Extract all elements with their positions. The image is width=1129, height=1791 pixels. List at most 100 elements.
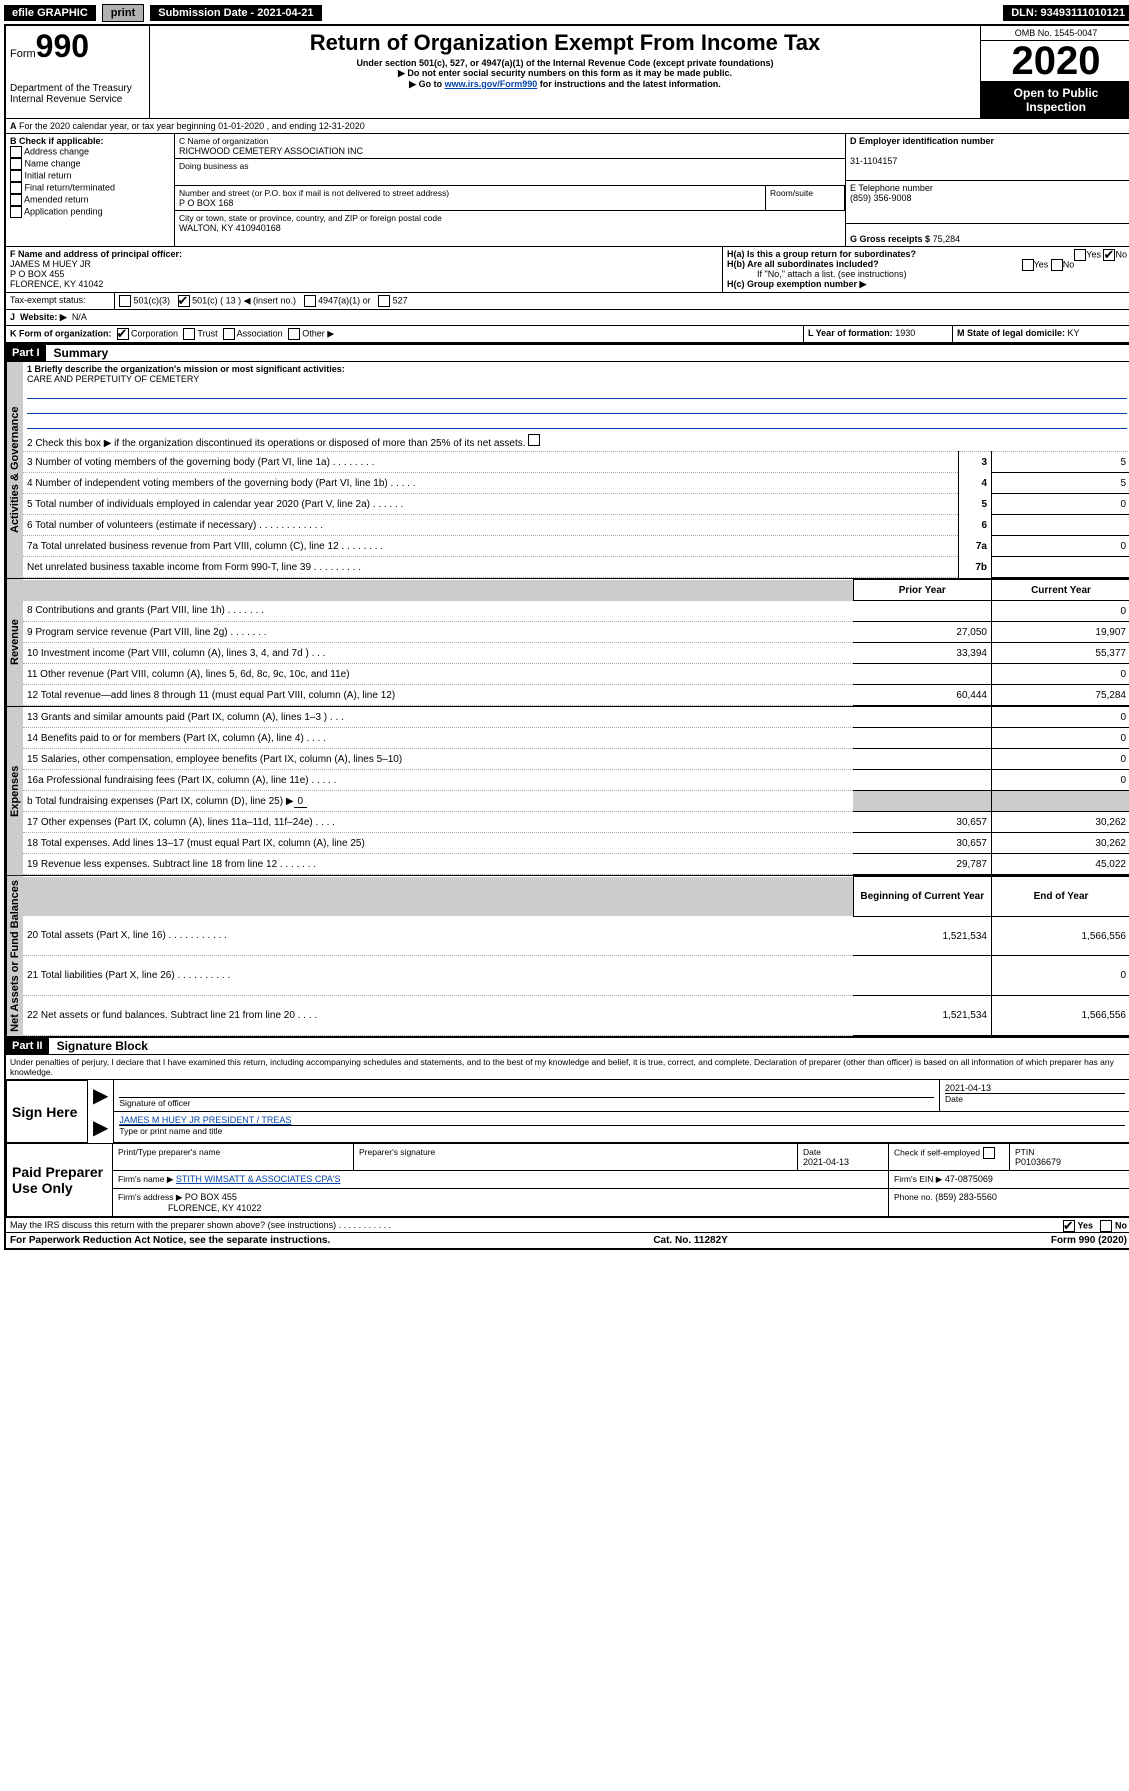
p13 bbox=[853, 707, 992, 728]
opt-pending: Application pending bbox=[24, 206, 103, 216]
check-discontinued[interactable] bbox=[528, 434, 540, 446]
note-ssn: ▶ Do not enter social security numbers o… bbox=[154, 68, 976, 79]
l16b-text: b Total fundraising expenses (Part IX, c… bbox=[27, 796, 294, 807]
c16b bbox=[992, 791, 1129, 812]
c14: 0 bbox=[992, 728, 1129, 749]
irs-link[interactable]: www.irs.gov/Form990 bbox=[445, 79, 538, 89]
p21 bbox=[853, 956, 992, 996]
website-row: J Website: ▶ N/A bbox=[6, 310, 1129, 326]
opt-assoc: Association bbox=[237, 328, 283, 338]
tax-exempt-row: Tax-exempt status: 501(c)(3) 501(c) ( 13… bbox=[6, 293, 1129, 310]
p12: 60,444 bbox=[853, 685, 992, 706]
paid-preparer-block: Paid Preparer Use Only Print/Type prepar… bbox=[6, 1143, 1129, 1217]
l1-value: CARE AND PERPETUITY OF CEMETERY bbox=[27, 374, 199, 384]
opt-527: 527 bbox=[393, 295, 408, 305]
klm-row: K Form of organization: Corporation Trus… bbox=[6, 326, 1129, 343]
website-label: Website: ▶ bbox=[20, 312, 67, 322]
phone-value: (859) 356-9008 bbox=[850, 193, 912, 203]
prep-date: 2021-04-13 bbox=[803, 1157, 849, 1167]
v3: 5 bbox=[992, 452, 1129, 473]
p19: 29,787 bbox=[853, 854, 992, 875]
l8: 8 Contributions and grants (Part VIII, l… bbox=[23, 601, 853, 622]
check-amended[interactable] bbox=[10, 194, 22, 206]
yes-text2: Yes bbox=[1034, 259, 1049, 269]
check-501c[interactable] bbox=[178, 295, 190, 307]
n7a: 7a bbox=[959, 536, 992, 557]
expenses-section: Expenses 13 Grants and similar amounts p… bbox=[6, 706, 1129, 875]
part2-tag: Part II bbox=[6, 1038, 49, 1054]
print-button[interactable]: print bbox=[102, 4, 144, 22]
firm-name[interactable]: STITH WIMSATT & ASSOCIATES CPA'S bbox=[176, 1174, 341, 1184]
year-form-val: 1930 bbox=[895, 328, 915, 338]
box-c: C Name of organization RICHWOOD CEMETERY… bbox=[175, 134, 845, 246]
ha-no[interactable] bbox=[1103, 249, 1115, 261]
check-527[interactable] bbox=[378, 295, 390, 307]
opt-initial: Initial return bbox=[25, 170, 72, 180]
c10: 55,377 bbox=[992, 643, 1129, 664]
l7a: 7a Total unrelated business revenue from… bbox=[23, 536, 959, 557]
v4: 5 bbox=[992, 473, 1129, 494]
tab-revenue: Revenue bbox=[6, 579, 23, 706]
form-990: 990 bbox=[36, 28, 89, 64]
check-pending[interactable] bbox=[10, 206, 22, 218]
check-corp[interactable] bbox=[117, 328, 129, 340]
l10: 10 Investment income (Part VIII, column … bbox=[23, 643, 853, 664]
l9: 9 Program service revenue (Part VIII, li… bbox=[23, 622, 853, 643]
line1: 1 Briefly describe the organization's mi… bbox=[23, 362, 1129, 431]
part2-header: Part II Signature Block bbox=[6, 1036, 1129, 1055]
hb-no[interactable] bbox=[1051, 259, 1063, 271]
firm-name-label: Firm's name ▶ bbox=[118, 1174, 173, 1184]
check-4947[interactable] bbox=[304, 295, 316, 307]
prep-name-hdr: Print/Type preparer's name bbox=[118, 1147, 220, 1157]
dln-badge: DLN: 93493111010121 bbox=[1003, 5, 1129, 21]
p16b bbox=[853, 791, 992, 812]
check-other[interactable] bbox=[288, 328, 300, 340]
firm-ein-label: Firm's EIN ▶ bbox=[894, 1174, 942, 1184]
p20: 1,521,534 bbox=[853, 916, 992, 956]
prep-date-hdr: Date bbox=[803, 1147, 821, 1157]
discuss-no[interactable] bbox=[1100, 1220, 1112, 1232]
l20: 20 Total assets (Part X, line 16) . . . … bbox=[23, 916, 853, 956]
check-final[interactable] bbox=[10, 182, 22, 194]
tab-governance: Activities & Governance bbox=[6, 362, 23, 578]
n7b: 7b bbox=[959, 557, 992, 578]
ha-yes[interactable] bbox=[1074, 249, 1086, 261]
tab-expenses: Expenses bbox=[6, 707, 23, 875]
name-label: C Name of organization bbox=[179, 136, 268, 146]
check-namechange[interactable] bbox=[10, 158, 22, 170]
v5: 0 bbox=[992, 494, 1129, 515]
form-subtitle: Under section 501(c), 527, or 4947(a)(1)… bbox=[154, 58, 976, 68]
discuss-row: May the IRS discuss this return with the… bbox=[6, 1217, 1129, 1232]
check-address[interactable] bbox=[10, 146, 22, 158]
check-trust[interactable] bbox=[183, 328, 195, 340]
form-container: Form990 Department of the Treasury Inter… bbox=[4, 24, 1129, 1250]
check-self-employed[interactable] bbox=[983, 1147, 995, 1159]
officer-addr: P O BOX 455 bbox=[10, 269, 64, 279]
hb-yes[interactable] bbox=[1022, 259, 1034, 271]
c19: 45,022 bbox=[992, 854, 1129, 875]
c9: 19,907 bbox=[992, 622, 1129, 643]
l2-text: 2 Check this box ▶ if the organization d… bbox=[27, 438, 526, 449]
box-defg: D Employer identification number 31-1104… bbox=[845, 134, 1129, 246]
l7b: Net unrelated business taxable income fr… bbox=[23, 557, 959, 578]
room-label: Room/suite bbox=[770, 188, 813, 198]
check-assoc[interactable] bbox=[223, 328, 235, 340]
officer-print-name[interactable]: JAMES M HUEY JR PRESIDENT / TREAS bbox=[119, 1115, 291, 1125]
summary-table: 2 Check this box ▶ if the organization d… bbox=[23, 431, 1129, 578]
sign-here-block: Sign Here ▶ Signature of officer 2021-04… bbox=[6, 1080, 1129, 1144]
note-pre: ▶ Go to bbox=[409, 79, 444, 89]
officer-name: JAMES M HUEY JR bbox=[10, 259, 91, 269]
discuss-yes[interactable] bbox=[1063, 1220, 1075, 1232]
department: Department of the Treasury Internal Reve… bbox=[10, 83, 145, 105]
footer-left: For Paperwork Reduction Act Notice, see … bbox=[10, 1235, 330, 1246]
city-label: City or town, state or province, country… bbox=[179, 213, 442, 223]
sign-date: 2021-04-13 bbox=[945, 1083, 991, 1093]
p10: 33,394 bbox=[853, 643, 992, 664]
check-501c3[interactable] bbox=[119, 295, 131, 307]
no-text2: No bbox=[1063, 259, 1075, 269]
opt-final: Final return/terminated bbox=[25, 182, 116, 192]
v6 bbox=[992, 515, 1129, 536]
org-city: WALTON, KY 410940168 bbox=[179, 223, 281, 233]
form-prefix: Form bbox=[10, 48, 36, 60]
check-initial[interactable] bbox=[10, 170, 22, 182]
